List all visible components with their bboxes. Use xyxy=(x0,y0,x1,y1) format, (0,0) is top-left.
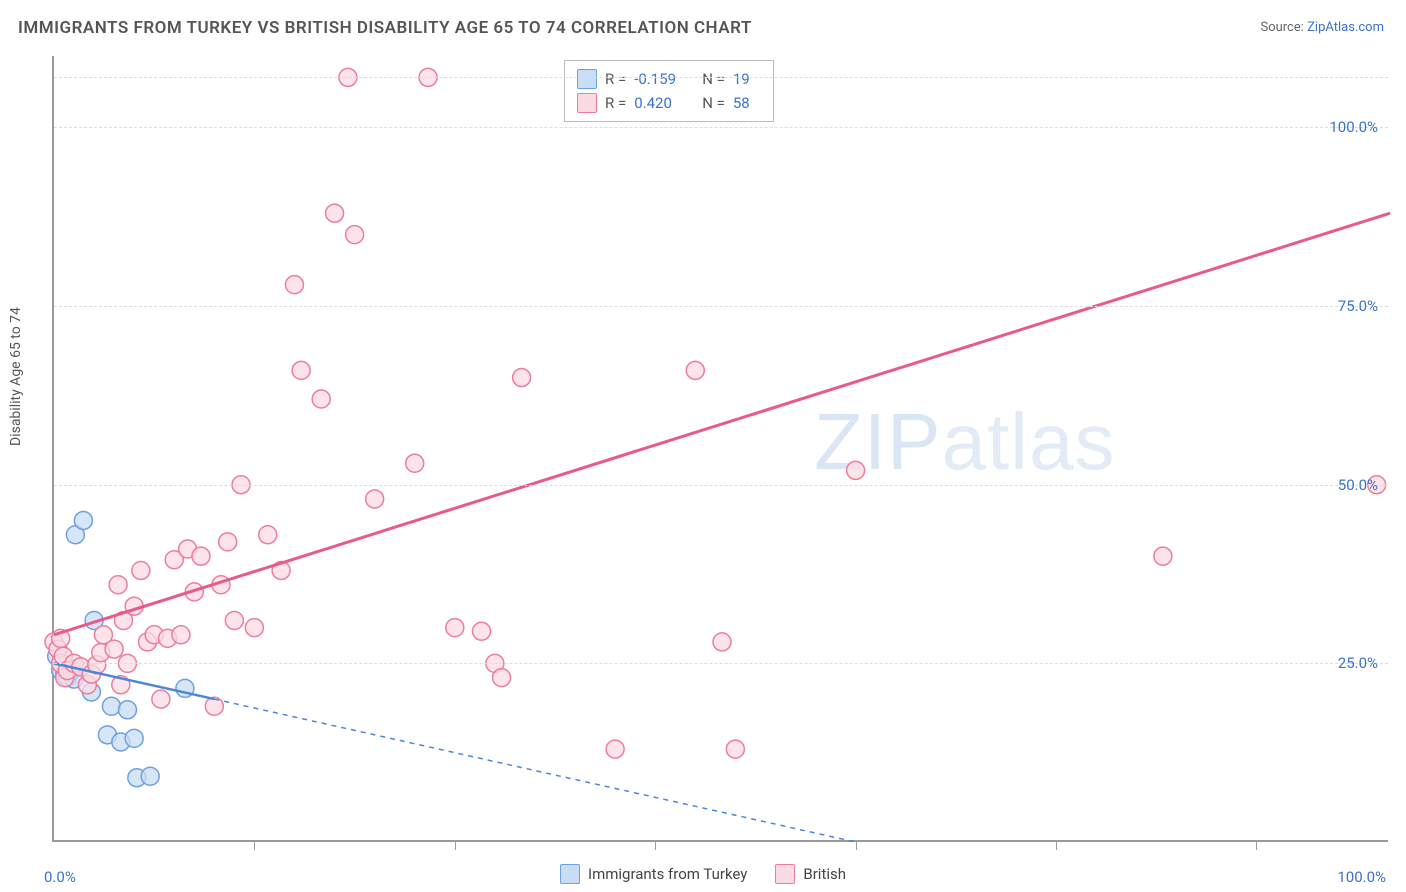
legend-r-value: -0.159 xyxy=(634,70,694,88)
data-point xyxy=(292,361,310,379)
data-point xyxy=(847,461,865,479)
legend-label: Immigrants from Turkey xyxy=(588,865,747,883)
legend-label: British xyxy=(803,865,846,883)
x-tick-mark xyxy=(455,842,456,850)
data-point xyxy=(606,740,624,758)
source-value: ZipAtlas.com xyxy=(1307,20,1384,35)
source-credit: Source: ZipAtlas.com xyxy=(1260,20,1384,35)
x-tick-mark xyxy=(254,842,255,850)
data-point xyxy=(225,611,243,629)
legend-row: R = -0.159 N = 19 xyxy=(577,67,761,91)
data-point xyxy=(125,729,143,747)
legend-r-label: R = xyxy=(605,70,626,88)
legend-r-value: 0.420 xyxy=(634,94,694,112)
legend-swatch xyxy=(577,93,597,113)
x-tick-mark xyxy=(856,842,857,850)
plot-area: ZIPatlas R =-0.159N =19R =0.420N =58 25.… xyxy=(52,56,1388,842)
gridline xyxy=(54,127,1388,128)
data-point xyxy=(473,622,491,640)
data-point xyxy=(285,276,303,294)
data-point xyxy=(109,576,127,594)
legend-swatch xyxy=(560,864,580,884)
x-axis-min-label: 0.0% xyxy=(44,868,76,886)
data-point xyxy=(513,369,531,387)
legend-r-label: R = xyxy=(605,94,626,112)
legend-swatch xyxy=(577,69,597,89)
legend-n-value: 58 xyxy=(733,94,761,112)
legend-n-value: 19 xyxy=(733,70,761,88)
data-point xyxy=(205,697,223,715)
data-point xyxy=(686,361,704,379)
data-point xyxy=(245,619,263,637)
data-point xyxy=(446,619,464,637)
data-point xyxy=(172,626,190,644)
legend-item: British xyxy=(775,864,846,884)
y-axis-label: Disability Age 65 to 74 xyxy=(8,307,24,446)
data-point xyxy=(74,511,92,529)
gridline xyxy=(54,306,1388,307)
data-point xyxy=(105,640,123,658)
data-point xyxy=(152,690,170,708)
trend-line-dashed xyxy=(214,699,855,842)
x-tick-mark xyxy=(1056,842,1057,850)
chart-svg xyxy=(54,56,1388,840)
trend-line xyxy=(54,213,1390,635)
data-point xyxy=(1154,547,1172,565)
data-point xyxy=(713,633,731,651)
data-point xyxy=(406,454,424,472)
legend-item: Immigrants from Turkey xyxy=(560,864,747,884)
legend-n-label: N = xyxy=(702,94,725,112)
series-legend: Immigrants from Turkey British xyxy=(560,864,846,884)
legend-n-label: N = xyxy=(702,70,725,88)
gridline xyxy=(54,485,1388,486)
x-tick-mark xyxy=(1256,842,1257,850)
data-point xyxy=(326,204,344,222)
data-point xyxy=(312,390,330,408)
legend-row: R = 0.420 N = 58 xyxy=(577,91,761,115)
source-label: Source: xyxy=(1260,20,1307,35)
data-point xyxy=(141,767,159,785)
data-point xyxy=(219,533,237,551)
data-point xyxy=(192,547,210,565)
y-tick-label: 100.0% xyxy=(1329,118,1378,136)
legend-swatch xyxy=(775,864,795,884)
data-point xyxy=(366,490,384,508)
y-tick-label: 25.0% xyxy=(1338,654,1378,672)
data-point xyxy=(118,701,136,719)
data-point xyxy=(102,697,120,715)
chart-title: IMMIGRANTS FROM TURKEY VS BRITISH DISABI… xyxy=(18,18,752,38)
y-tick-label: 75.0% xyxy=(1338,297,1378,315)
y-tick-label: 50.0% xyxy=(1338,476,1378,494)
data-point xyxy=(346,226,364,244)
x-axis-max-label: 100.0% xyxy=(1337,868,1386,886)
correlation-legend: R = -0.159 N = 19 R = 0.420 N = 58 xyxy=(564,60,774,122)
data-point xyxy=(493,669,511,687)
gridline xyxy=(54,77,1388,78)
data-point xyxy=(132,561,150,579)
data-point xyxy=(259,526,277,544)
x-tick-mark xyxy=(655,842,656,850)
data-point xyxy=(726,740,744,758)
gridline xyxy=(54,663,1388,664)
